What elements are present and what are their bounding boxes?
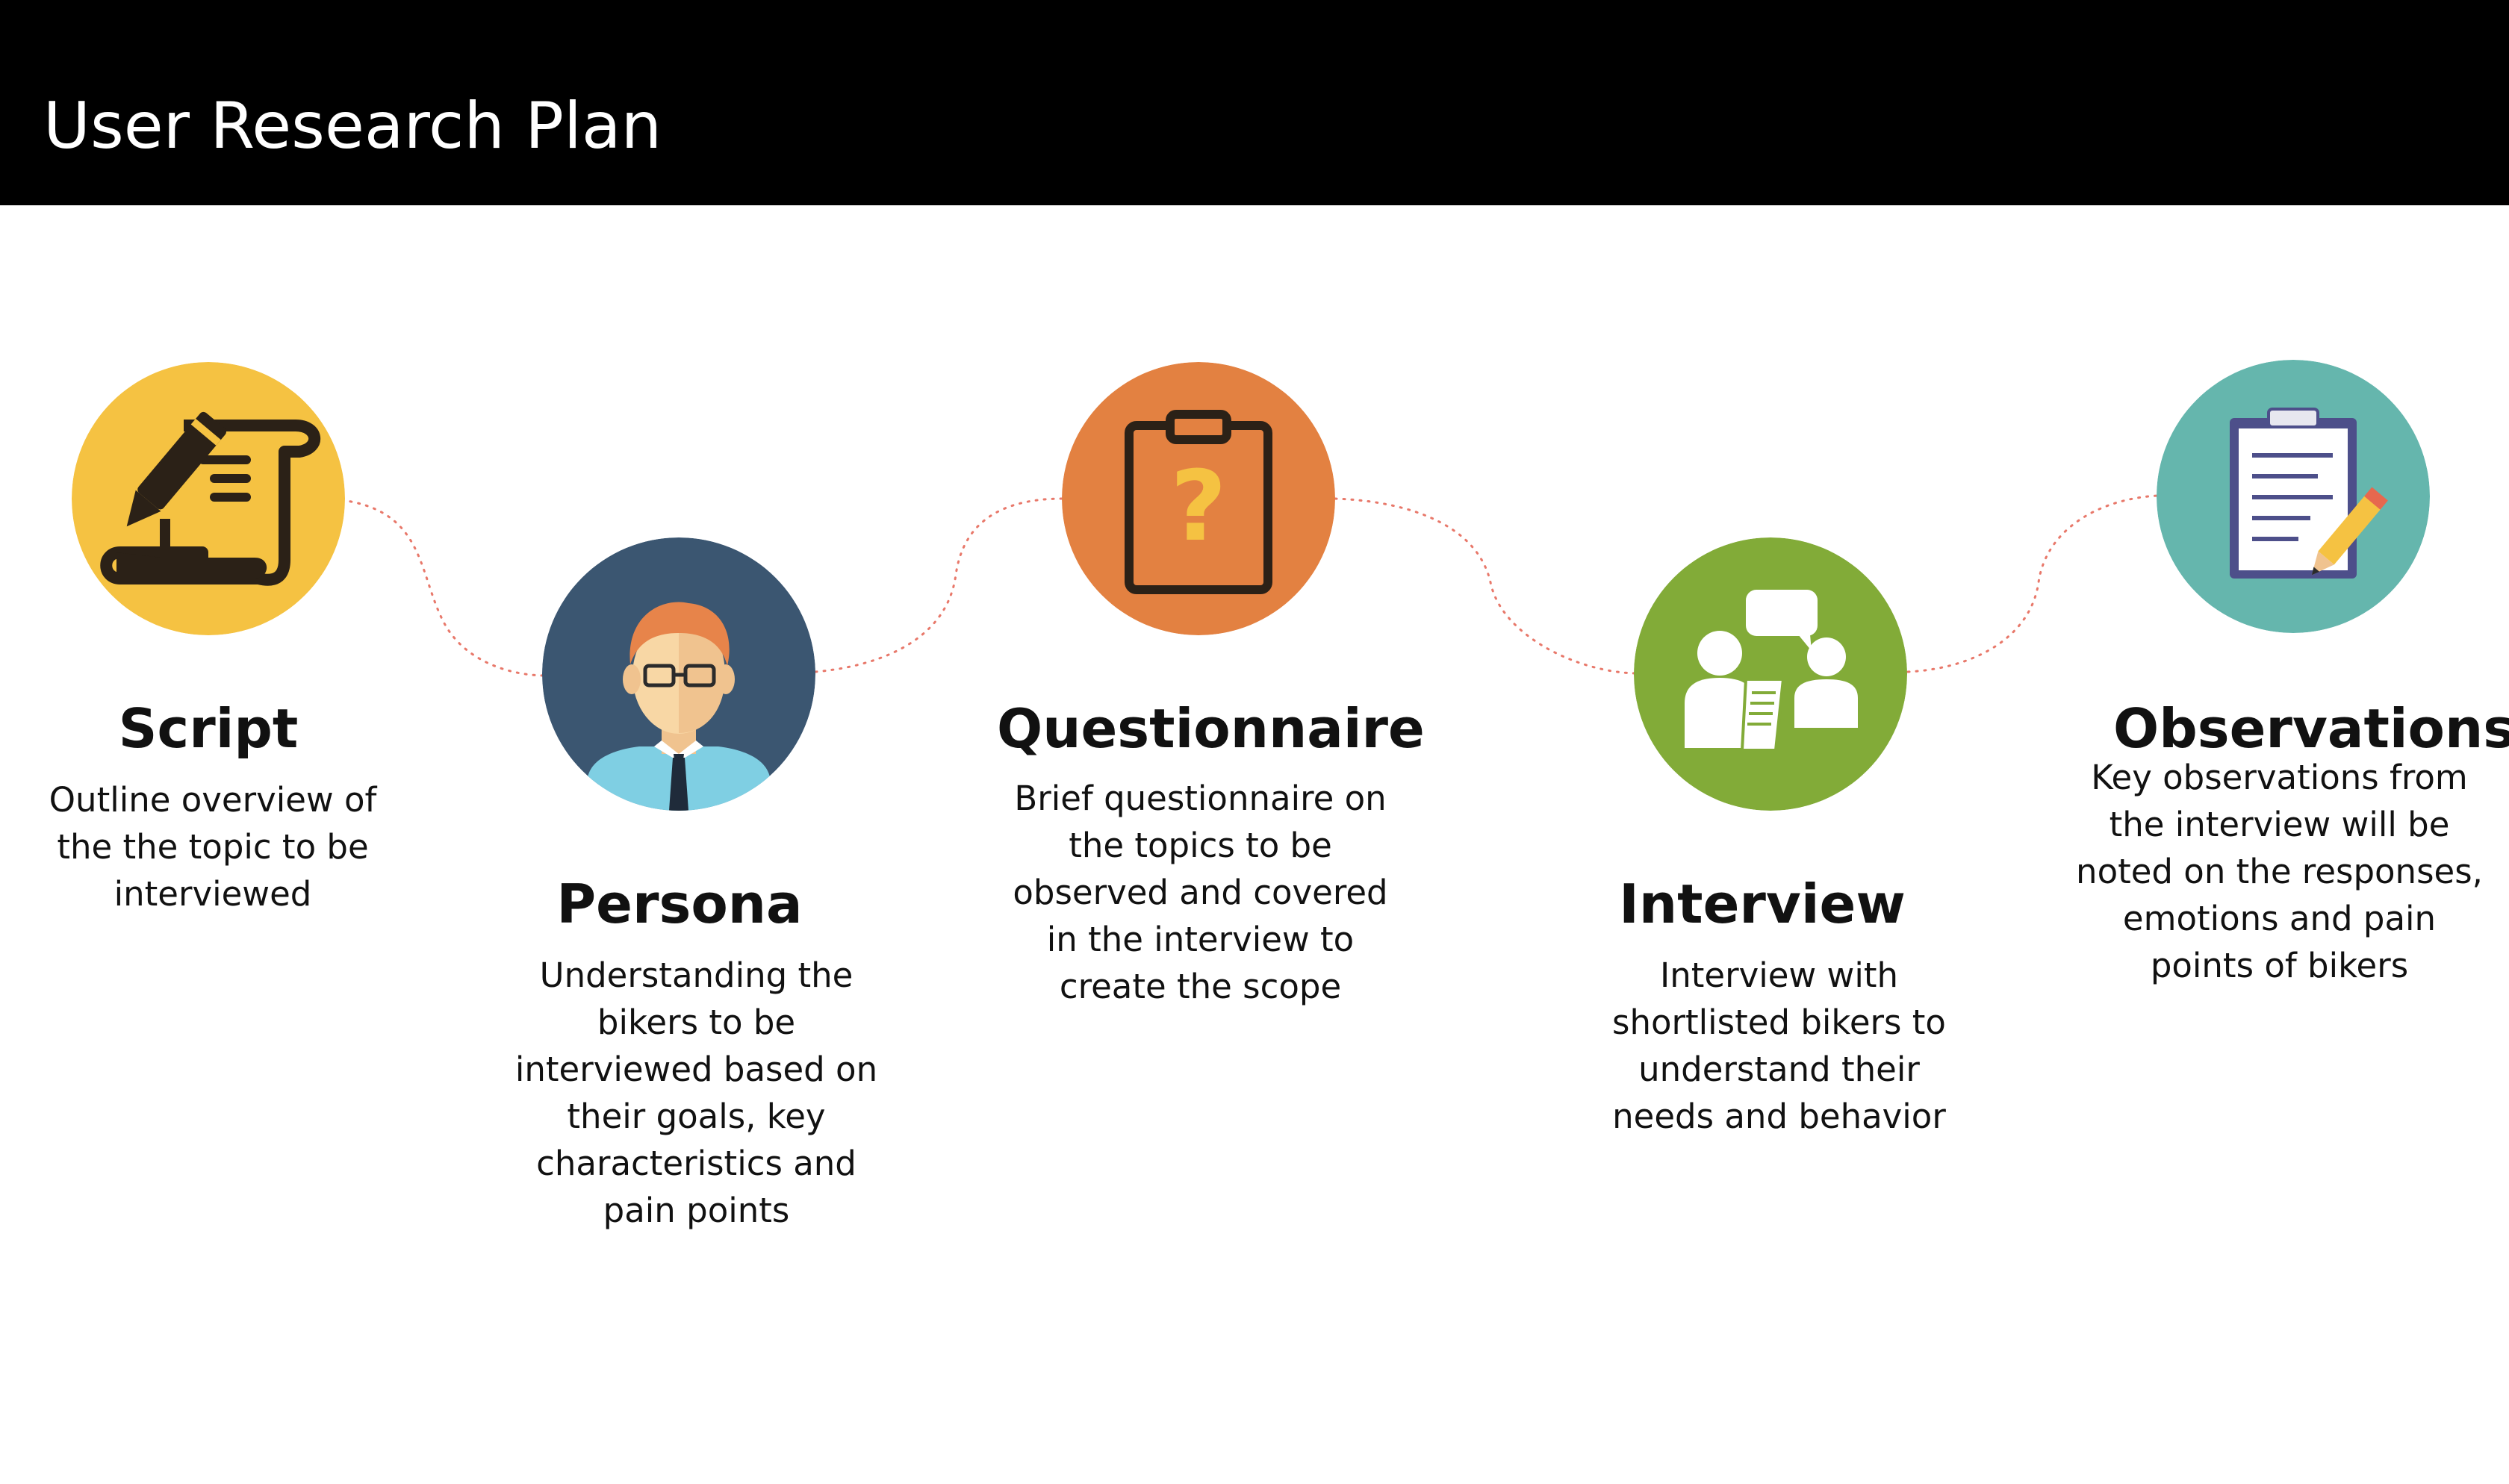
script-circle bbox=[72, 362, 345, 635]
step-description-script: Outline overview of the the topic to be … bbox=[49, 780, 377, 914]
step-title-questionnaire: Questionnaire bbox=[997, 697, 1425, 760]
step-description-interview: Interview with shortlisted bikers to und… bbox=[1612, 955, 1946, 1136]
questionnaire-circle: ? bbox=[1062, 362, 1335, 635]
step-description-persona: Understanding the bikers to be interview… bbox=[514, 955, 878, 1230]
persona-circle bbox=[542, 537, 815, 811]
header-bar: User Research Plan bbox=[0, 0, 2509, 205]
two-people-chat-icon bbox=[1634, 537, 1907, 811]
interview-circle bbox=[1634, 537, 1907, 811]
page-title: User Research Plan bbox=[43, 89, 662, 163]
clipboard-pencil-icon bbox=[2157, 360, 2430, 633]
connector-questionnaire-interview bbox=[1334, 497, 1637, 675]
clipboard-question-icon: ? bbox=[1062, 362, 1335, 635]
connector-persona-questionnaire bbox=[814, 497, 1064, 673]
step-title-observations: Observations bbox=[2113, 697, 2509, 760]
step-title-persona: Persona bbox=[556, 873, 803, 935]
scroll-pen-icon bbox=[72, 362, 345, 635]
step-description-questionnaire: Brief questionnaire on the topics to be … bbox=[1013, 779, 1388, 1006]
connector-script-persona bbox=[341, 499, 547, 677]
svg-text:?: ? bbox=[1170, 449, 1226, 563]
step-title-interview: Interview bbox=[1619, 873, 1906, 935]
step-title-script: Script bbox=[118, 697, 299, 760]
person-with-glasses-icon bbox=[542, 537, 815, 811]
connector-interview-observations bbox=[1906, 494, 2160, 673]
observations-circle bbox=[2157, 360, 2430, 633]
step-description-observations: Key observations from the interview will… bbox=[2076, 758, 2483, 985]
